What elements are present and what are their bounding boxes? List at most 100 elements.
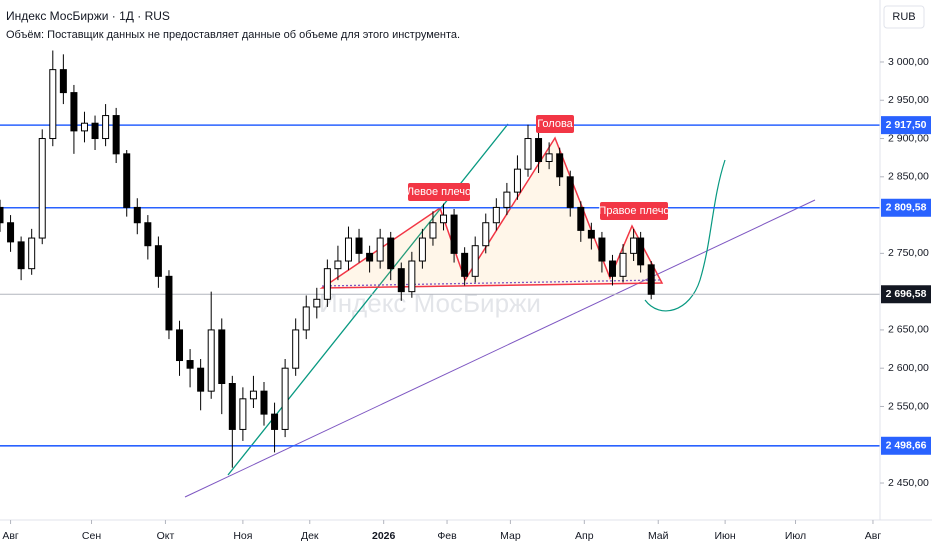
candle-body — [471, 245, 479, 277]
candle-body — [637, 237, 645, 266]
candle-body — [133, 206, 141, 224]
candle-body — [598, 237, 606, 262]
candle-body — [49, 69, 57, 140]
candle-body — [59, 69, 67, 94]
annotation-box — [536, 115, 574, 133]
candle-body — [80, 122, 88, 132]
x-tick-label: Окт — [157, 530, 175, 542]
candle-body — [292, 329, 300, 369]
candle-body — [387, 237, 395, 270]
x-tick-label: Мар — [500, 530, 521, 542]
y-tick-label: 2 750,00 — [888, 247, 929, 259]
x-tick-label: Июл — [785, 530, 806, 542]
y-tick-label: 2 550,00 — [888, 400, 929, 412]
x-tick-label: Ноя — [233, 530, 252, 542]
candle-body — [228, 383, 236, 430]
candle-body — [344, 237, 352, 262]
candle-body — [397, 268, 405, 293]
candle-body — [28, 237, 36, 270]
y-tick-label: 2 600,00 — [888, 362, 929, 374]
candle-body — [513, 168, 521, 193]
x-tick-label: Апр — [575, 530, 594, 542]
candle-body — [112, 115, 120, 155]
y-tick-label: 3 000,00 — [888, 56, 929, 68]
candle-body — [587, 229, 595, 239]
candle-body — [281, 367, 289, 430]
candle-body — [260, 390, 268, 415]
candle-body — [154, 245, 162, 277]
candle-body — [123, 153, 131, 208]
candle-body — [249, 390, 257, 400]
last-price-box — [881, 285, 931, 304]
forecast-curve — [644, 159, 726, 312]
candle-body — [366, 252, 374, 262]
candle-body — [91, 122, 99, 140]
candle-body — [17, 241, 25, 270]
last-price-label: 2 696,58 — [886, 288, 927, 300]
candle-body — [461, 252, 469, 277]
annotation: Голова — [537, 118, 573, 130]
x-tick-label: Май — [648, 530, 669, 542]
candle-body — [440, 214, 448, 224]
candle-body — [165, 275, 173, 331]
candle-body — [408, 260, 416, 293]
candle-body — [556, 153, 564, 178]
annotation: Правое плечо — [598, 205, 669, 217]
candle-body — [355, 237, 363, 254]
level-label: 2 917,50 — [886, 119, 927, 131]
annotation-box — [408, 183, 470, 201]
candle-body — [334, 260, 342, 270]
level-label: 2 498,66 — [886, 440, 927, 452]
x-tick-label: 2026 — [372, 530, 396, 542]
candle-body — [619, 252, 627, 277]
candle-body — [450, 214, 458, 254]
x-tick-label: Фев — [437, 530, 457, 542]
candle-body — [566, 176, 574, 208]
annotations: Левое плечо Голова Правое плечо — [407, 115, 670, 220]
level-label-box — [881, 198, 931, 217]
candle-body — [535, 138, 543, 162]
currency-box[interactable] — [883, 5, 925, 29]
candle-body — [482, 222, 490, 247]
x-tick-label: Авг — [2, 530, 19, 542]
candle-body — [429, 222, 437, 239]
candle-body — [218, 329, 226, 385]
candle-body — [7, 222, 15, 243]
candle-body — [418, 237, 426, 262]
candle-body — [503, 191, 511, 208]
candle-body — [302, 306, 310, 331]
annotation: Левое плечо — [407, 186, 471, 198]
chart-title: Индекс МосБиржи · 1Д · RUS — [6, 9, 170, 23]
annotation-box — [600, 202, 668, 220]
candle-body — [492, 206, 500, 224]
candle-body — [70, 92, 78, 132]
candle-body — [144, 222, 152, 247]
chart-subtitle: Объём: Поставщик данных не предоставляет… — [6, 29, 460, 41]
candle-body — [608, 260, 616, 277]
candle-body — [630, 237, 638, 254]
candle-body — [102, 115, 110, 140]
candle-body — [376, 237, 384, 262]
y-tick-label: 2 450,00 — [888, 477, 929, 489]
x-tick-label: Сен — [82, 530, 101, 542]
x-tick-label: Июн — [715, 530, 736, 542]
candle-body — [176, 329, 184, 362]
candle-body — [647, 264, 655, 295]
y-tick-label: 2 950,00 — [888, 94, 929, 106]
candle-body — [577, 206, 585, 231]
neckline — [321, 279, 661, 287]
candle-body — [323, 268, 331, 300]
y-tick-label: 2 900,00 — [888, 132, 929, 144]
candle-body — [38, 138, 46, 239]
candle-body — [197, 367, 205, 392]
y-tick-label: 2 850,00 — [888, 171, 929, 183]
candle-body — [186, 360, 194, 369]
candle-body — [524, 138, 532, 170]
currency[interactable]: RUB — [892, 11, 915, 23]
candle-body — [239, 398, 247, 430]
level-label-box — [881, 436, 931, 455]
candle-body — [0, 206, 4, 224]
level-label-box — [881, 116, 931, 135]
candle-body — [271, 413, 279, 430]
